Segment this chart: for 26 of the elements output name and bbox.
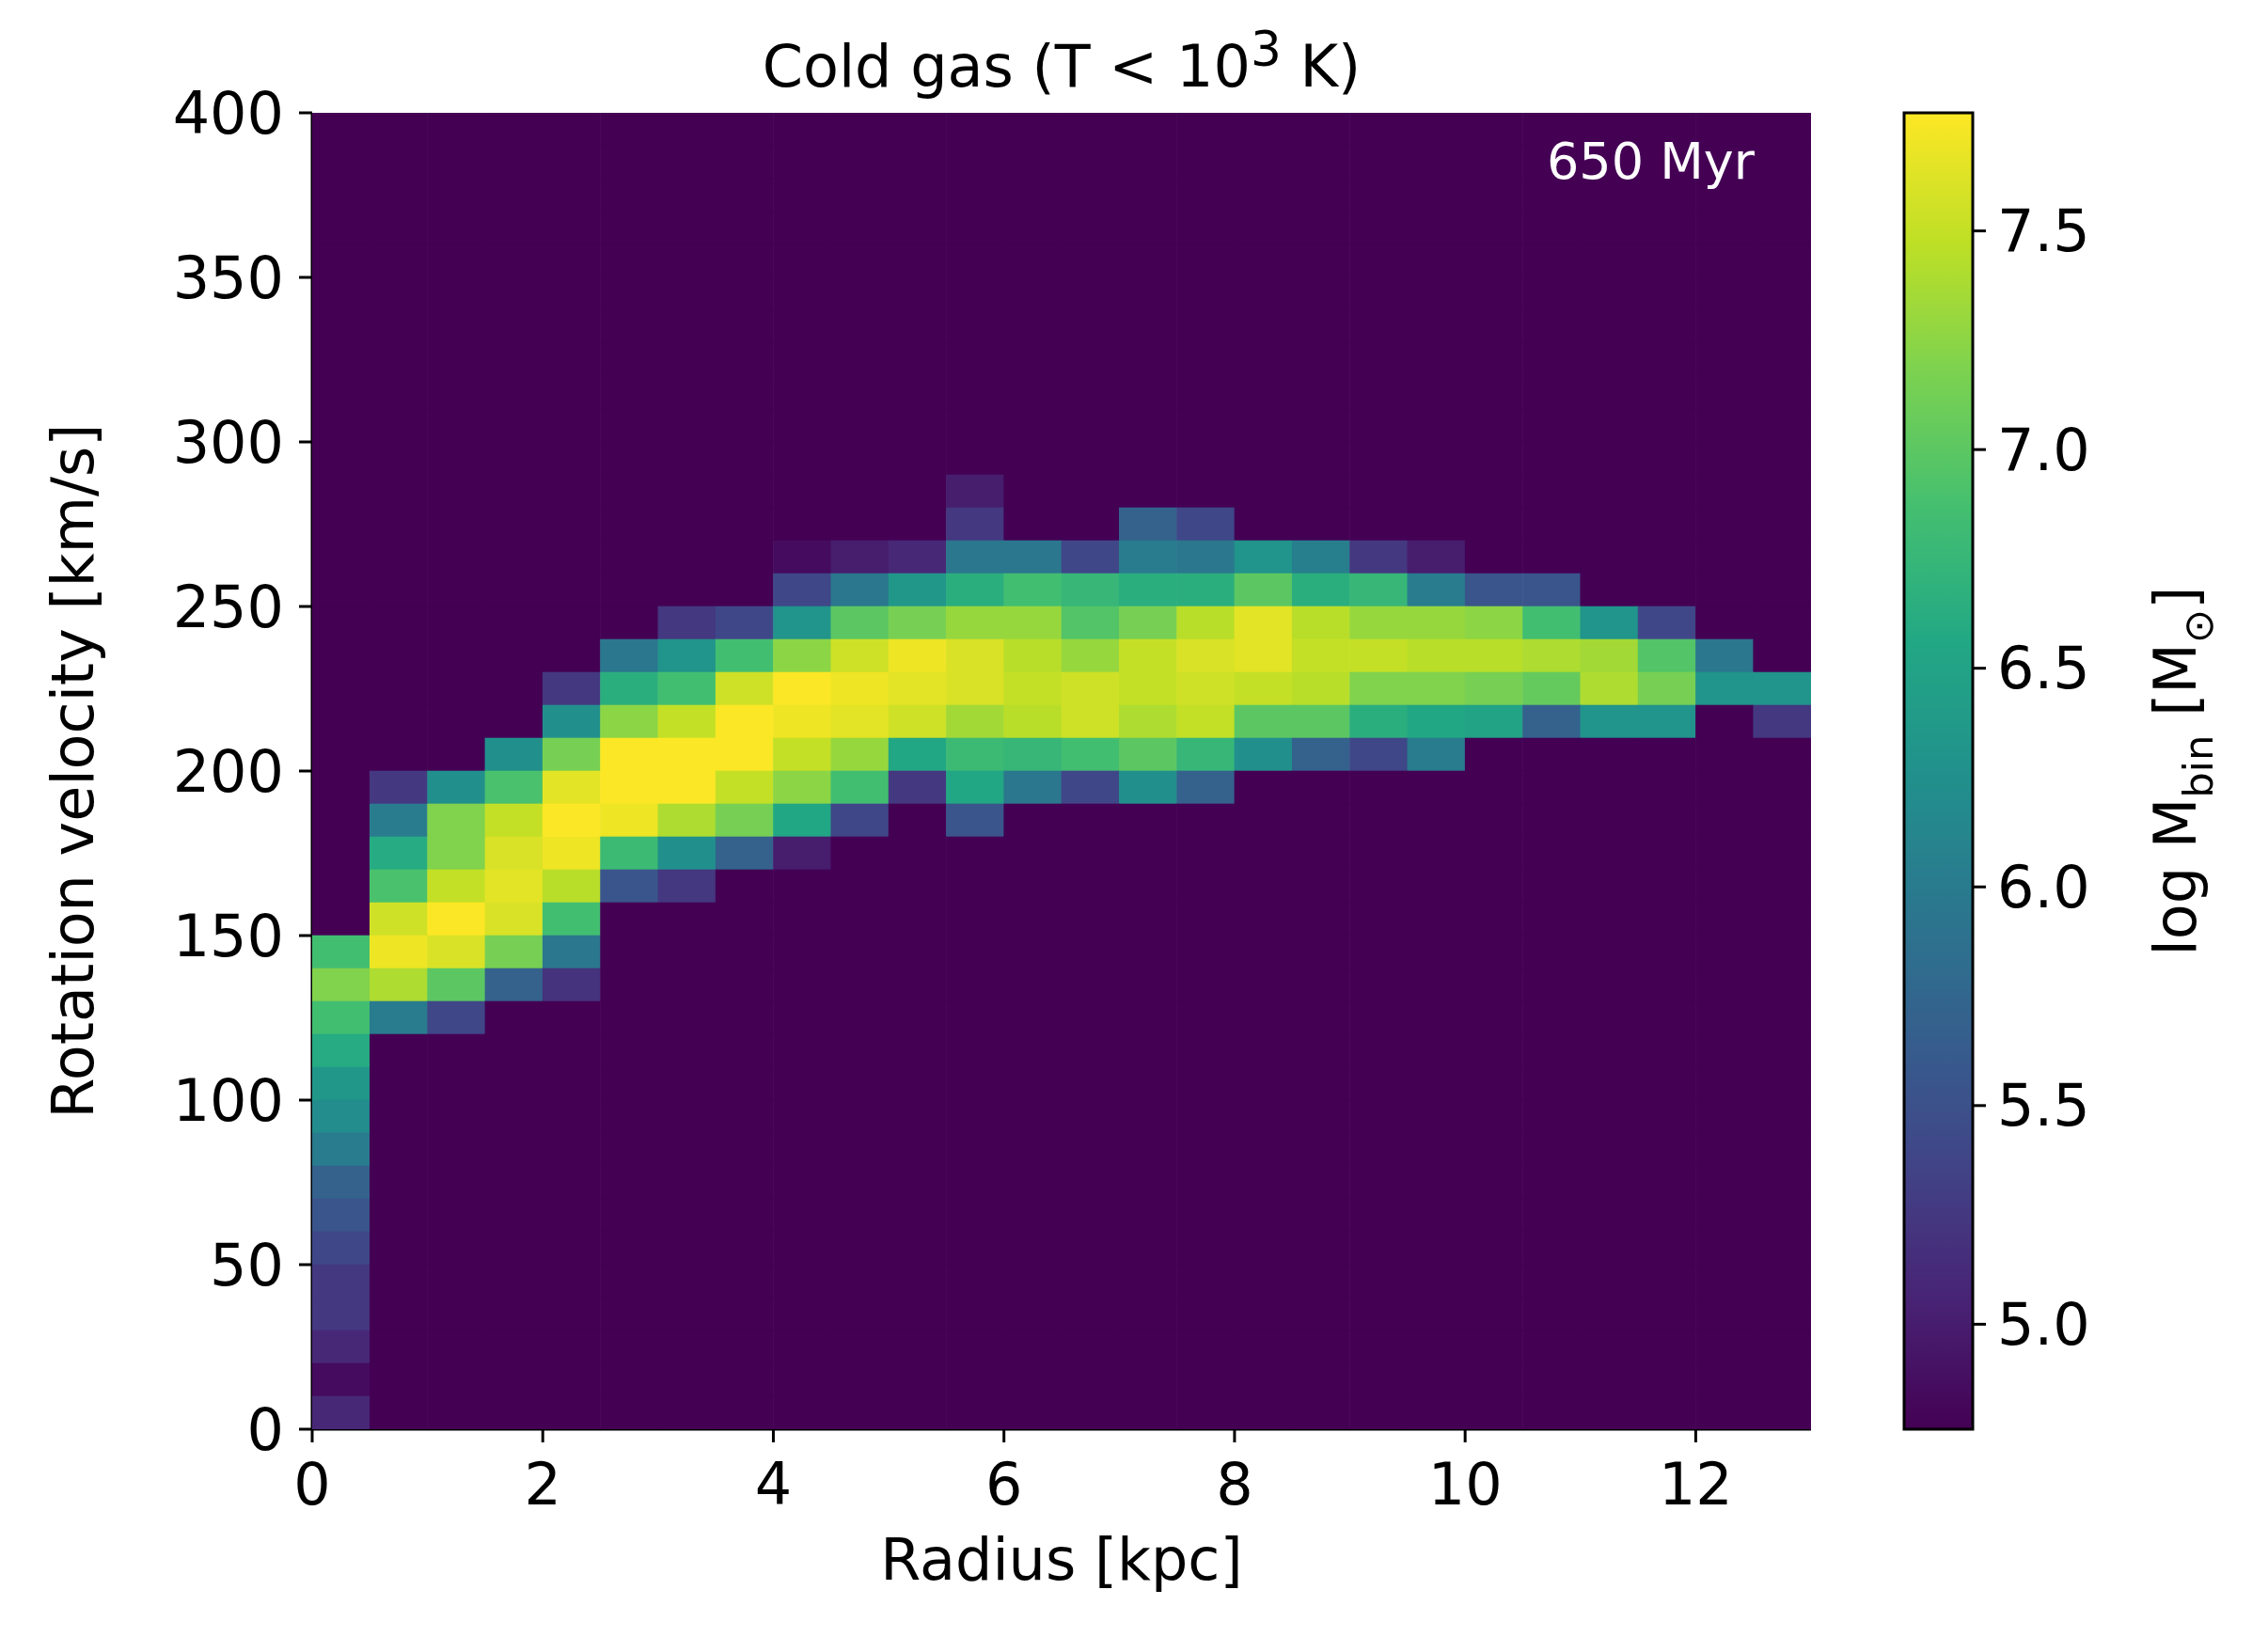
x-tick-label: 2: [524, 1450, 561, 1519]
color-bar-label: 7.5: [1997, 197, 2090, 266]
x-tick-label: 12: [1658, 1450, 1733, 1519]
y-tick-label: 250: [172, 573, 284, 642]
x-tick-label: 10: [1427, 1450, 1503, 1519]
x-axis-title: Radius [kpc]: [880, 1525, 1243, 1594]
y-tick-label: 350: [172, 244, 284, 313]
y-tick-label: 300: [172, 408, 284, 478]
chart-title: Cold gas (T < 10$^{3}$ K): [761, 21, 1362, 101]
color-bar-label: 5.5: [1997, 1071, 2090, 1141]
y-tick-label: 50: [210, 1231, 284, 1300]
color-bar-label: 6.0: [1997, 852, 2090, 921]
x-tick-label: 8: [1216, 1450, 1253, 1519]
x-tick-label: 4: [754, 1450, 793, 1519]
x-tick-label: 0: [293, 1450, 331, 1519]
annotation: 650 Myr: [1546, 132, 1755, 191]
y-tick-label: 200: [172, 737, 284, 807]
y-tick-label: 150: [172, 902, 284, 971]
color-bar-label: 6.5: [1997, 634, 2090, 703]
color-bar-label: 5.0: [1997, 1289, 2090, 1359]
y-axis-title: Rotation velocity [km/s]: [38, 423, 107, 1119]
y-tick-label: 400: [172, 79, 284, 149]
y-tick-label: 100: [172, 1066, 284, 1136]
color-bar-label: 7.0: [1997, 415, 2090, 484]
y-tick-label: 0: [246, 1395, 284, 1465]
x-tick-label: 6: [984, 1450, 1023, 1519]
